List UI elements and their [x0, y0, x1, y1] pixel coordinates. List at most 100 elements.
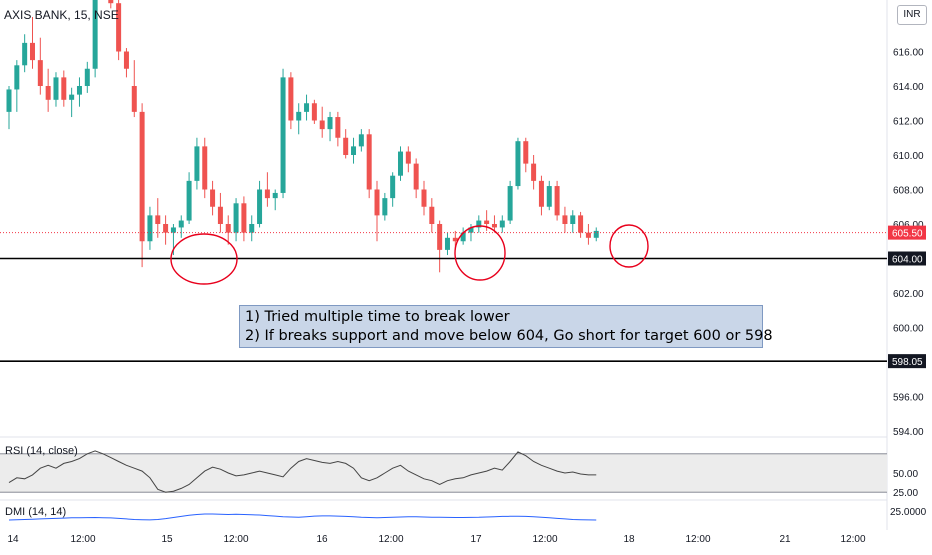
- price-tick-label: 612.00: [893, 117, 924, 128]
- candle-body: [452, 237, 458, 242]
- candle-body: [413, 163, 419, 190]
- circle-mark: [454, 225, 506, 281]
- candle-body: [546, 186, 552, 207]
- time-axis[interactable]: 14 12:00 15 12:00 16 12:00 17 12:00 18 12:00 21 12:…: [7, 534, 866, 545]
- level-label-bg: [888, 354, 926, 369]
- candle-body: [405, 151, 411, 164]
- candle-body: [69, 94, 75, 100]
- price-tick-label: 614.00: [893, 82, 924, 93]
- circle-mark: [170, 233, 238, 285]
- price-tick-label: 608.00: [893, 186, 924, 197]
- candle-body: [327, 117, 333, 130]
- time-tick-label: 12:00: [685, 534, 710, 545]
- candle-body: [523, 141, 529, 164]
- time-tick-label: 12:00: [378, 534, 403, 545]
- annotation-line-2: 2) If breaks support and move below 604,…: [245, 328, 773, 344]
- candle-body: [358, 134, 364, 147]
- candle-body: [178, 220, 184, 228]
- candle-body: [468, 227, 474, 233]
- candle-body: [108, 0, 114, 4]
- candle-body: [29, 42, 35, 61]
- candle-body: [249, 224, 255, 233]
- candle-body: [335, 117, 341, 138]
- rsi-band: [0, 453, 887, 493]
- time-tick-label: 12:00: [223, 534, 248, 545]
- candle-body: [507, 186, 513, 221]
- support-levels: [0, 232, 887, 362]
- last-price-label-bg: [888, 225, 926, 240]
- time-tick-label: 12:00: [840, 534, 865, 545]
- price-axis[interactable]: 594.00596.00598.00600.00602.00604.00606.…: [888, 48, 927, 519]
- dmi-line: [8, 513, 597, 521]
- candle-body: [116, 3, 122, 52]
- annotation-box[interactable]: 1) Tried multiple time to break lower 2)…: [239, 305, 773, 348]
- level-label: 598.05: [892, 357, 923, 368]
- candle-body: [123, 51, 129, 69]
- candle-body: [288, 77, 294, 121]
- candle-body: [147, 215, 153, 242]
- candle-body: [202, 146, 208, 190]
- candle-body: [217, 206, 223, 224]
- candle-body: [531, 163, 537, 181]
- candle-body: [562, 215, 568, 224]
- candle-body: [578, 215, 584, 233]
- level-label: 604.00: [892, 255, 923, 266]
- annotation-line-1: 1) Tried multiple time to break lower: [245, 309, 510, 325]
- candle-body: [351, 146, 357, 155]
- candle-body: [311, 103, 317, 121]
- candle-body: [390, 175, 396, 199]
- candle-body: [61, 77, 67, 100]
- candle-body: [37, 60, 43, 86]
- candle-body: [538, 180, 544, 207]
- candle-body: [225, 224, 231, 233]
- candle-body: [382, 198, 388, 216]
- candle-body: [429, 206, 435, 224]
- annotation-circles: [170, 224, 649, 285]
- price-tick-label: 600.00: [893, 324, 924, 335]
- candles: [6, 0, 599, 273]
- candle-body: [460, 232, 466, 242]
- time-tick-label: 15: [161, 534, 173, 545]
- candle-body: [139, 111, 145, 242]
- candle-body: [257, 189, 263, 224]
- candle-body: [92, 0, 98, 69]
- candle-body: [343, 137, 349, 155]
- candle-body: [264, 189, 270, 199]
- symbol-title[interactable]: AXIS BANK, 15, NSE: [4, 8, 119, 22]
- candle-body: [233, 203, 239, 233]
- dmi-tick-label: 25.0000: [890, 507, 927, 518]
- price-tick-label: 596.00: [893, 393, 924, 404]
- dmi-label[interactable]: DMI (14, 14): [5, 506, 67, 518]
- price-tick-label: 602.00: [893, 289, 924, 300]
- grid: [0, 0, 888, 530]
- candle-body: [366, 134, 372, 190]
- candle-body: [170, 227, 176, 233]
- time-tick-label: 16: [316, 534, 328, 545]
- candle-body: [131, 86, 137, 112]
- candle-body: [554, 186, 560, 216]
- candle-body: [444, 237, 450, 250]
- candle-body: [53, 77, 59, 100]
- time-tick-label: 21: [779, 534, 791, 545]
- price-tick-label: 616.00: [893, 48, 924, 59]
- currency-button[interactable]: INR: [897, 5, 927, 25]
- candle-body: [14, 65, 20, 90]
- last-price-label: 605.50: [892, 229, 923, 240]
- candle-body: [155, 215, 161, 224]
- time-tick-label: 14: [7, 534, 19, 545]
- rsi-line: [8, 450, 597, 493]
- rsi-label[interactable]: RSI (14, close): [5, 445, 78, 457]
- rsi-tick-label: 50.00: [893, 469, 918, 480]
- candle-body: [6, 89, 12, 112]
- candle-body: [484, 220, 490, 224]
- price-tick-label: 606.00: [893, 220, 924, 231]
- candle-body: [210, 189, 216, 207]
- level-label-bg: [888, 251, 926, 266]
- candle-body: [570, 215, 576, 224]
- candle-body: [22, 42, 28, 66]
- candle-body: [491, 224, 497, 228]
- candle-body: [194, 146, 200, 181]
- candle-body: [499, 220, 505, 228]
